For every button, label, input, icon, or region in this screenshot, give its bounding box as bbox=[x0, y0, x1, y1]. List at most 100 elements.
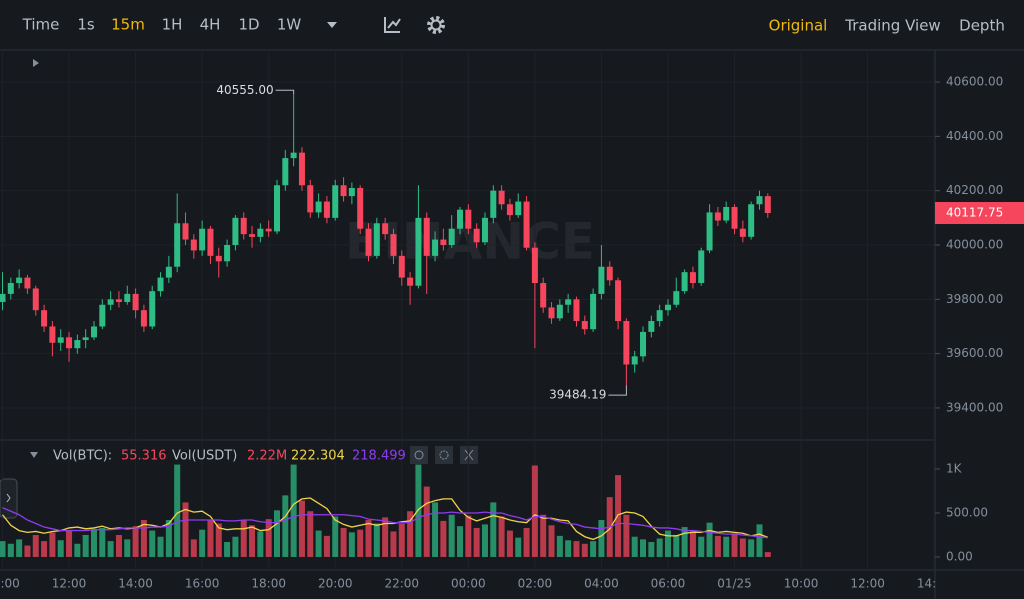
candle-body bbox=[565, 299, 572, 305]
volume-bar bbox=[90, 528, 97, 557]
candle-body bbox=[739, 228, 746, 237]
candle-body bbox=[706, 212, 713, 251]
candle-body bbox=[573, 299, 580, 322]
volume-bar bbox=[115, 534, 122, 557]
volume-toggle[interactable] bbox=[30, 452, 38, 458]
volume-bar bbox=[615, 475, 622, 557]
candle-body bbox=[124, 293, 131, 303]
candle-body bbox=[598, 266, 605, 294]
legend-label: Vol(BTC): bbox=[53, 449, 112, 464]
candle-body bbox=[490, 190, 497, 218]
candle-body bbox=[215, 255, 222, 262]
candle-body bbox=[698, 250, 705, 284]
volume-bar bbox=[232, 536, 239, 557]
candle-body bbox=[590, 293, 597, 330]
candle-body bbox=[723, 206, 730, 221]
candle-body bbox=[265, 228, 272, 232]
candle-body bbox=[465, 209, 472, 229]
candle-body bbox=[448, 228, 455, 245]
volume-bar bbox=[323, 535, 330, 557]
dropdown-icon[interactable] bbox=[327, 22, 337, 28]
volume-bar bbox=[274, 510, 281, 557]
candle-body bbox=[764, 196, 771, 214]
volume-bar bbox=[265, 519, 272, 557]
volume-bar bbox=[432, 502, 439, 557]
annotation-label: 40555.00 bbox=[216, 83, 273, 97]
volume-bar bbox=[698, 536, 705, 557]
indicator-icon[interactable] bbox=[384, 17, 401, 33]
volume-bar bbox=[548, 525, 555, 557]
volume-bar bbox=[307, 511, 314, 557]
view-button[interactable]: Depth bbox=[959, 17, 1005, 35]
candle-body bbox=[307, 185, 314, 213]
volume-bar bbox=[32, 534, 39, 557]
volume-bar bbox=[415, 464, 422, 557]
y-tick-label: 39800.00 bbox=[946, 292, 1003, 306]
interval-button[interactable]: 1D bbox=[238, 16, 259, 34]
volume-bar bbox=[581, 543, 588, 557]
candle-body bbox=[82, 337, 89, 341]
volume-bar bbox=[440, 520, 447, 557]
interval-button[interactable]: 1W bbox=[277, 16, 302, 34]
last-price-tag bbox=[935, 202, 1024, 225]
volume-bar bbox=[7, 543, 14, 557]
volume-bar bbox=[706, 522, 713, 557]
candle-body bbox=[714, 212, 721, 221]
last-price-label: 40117.75 bbox=[946, 206, 1003, 220]
volume-bar bbox=[49, 532, 56, 557]
legend-buttons[interactable] bbox=[410, 446, 478, 464]
interval-button[interactable]: Time bbox=[22, 16, 60, 34]
volume-bar bbox=[24, 545, 31, 557]
volume-bar bbox=[640, 539, 647, 557]
legend-value: 55.316 bbox=[121, 449, 167, 464]
candle-body bbox=[57, 337, 64, 343]
candle-body bbox=[423, 217, 430, 256]
candle-body bbox=[174, 223, 181, 267]
volume-bar bbox=[731, 533, 738, 557]
view-button[interactable]: Original bbox=[769, 17, 828, 35]
volume-bar bbox=[664, 530, 671, 557]
volume-bar bbox=[124, 539, 131, 557]
candle-body bbox=[656, 310, 663, 322]
candle-body bbox=[182, 223, 189, 240]
interval-button[interactable]: 1H bbox=[162, 16, 183, 34]
candle-body bbox=[390, 234, 397, 256]
candle-body bbox=[257, 228, 264, 237]
y-tick-label: 500.00 bbox=[946, 505, 988, 519]
candle-body bbox=[731, 206, 738, 229]
candle-body bbox=[232, 217, 239, 245]
view-button[interactable]: Trading View bbox=[844, 17, 940, 35]
volume-bar bbox=[0, 541, 6, 557]
candle-body bbox=[506, 204, 513, 216]
legend-value: 2.22M bbox=[247, 449, 287, 464]
candle-body bbox=[41, 310, 48, 327]
interval-button[interactable]: 15m bbox=[111, 16, 145, 34]
volume-bar bbox=[448, 514, 455, 557]
candle-body bbox=[90, 326, 97, 338]
y-tick-label: 0.00 bbox=[946, 549, 973, 563]
volume-bar bbox=[298, 500, 305, 557]
volume-bar bbox=[207, 520, 214, 557]
volume-bar bbox=[165, 520, 172, 557]
candle-body bbox=[24, 277, 31, 289]
settings-icon[interactable] bbox=[427, 16, 445, 34]
candle-body bbox=[140, 310, 147, 327]
interval-button[interactable]: 4H bbox=[200, 16, 221, 34]
volume-bar bbox=[490, 502, 497, 557]
candle-body bbox=[473, 228, 480, 243]
volume-bar bbox=[382, 517, 389, 557]
volume-bar bbox=[573, 541, 580, 557]
candle-body bbox=[298, 152, 305, 186]
candle-body bbox=[373, 223, 380, 256]
interval-button[interactable]: 1s bbox=[77, 16, 95, 34]
candle-body bbox=[249, 234, 256, 237]
candle-body bbox=[673, 291, 680, 305]
candle-body bbox=[365, 228, 372, 256]
collapse-icon[interactable] bbox=[33, 59, 39, 67]
candle-body bbox=[548, 307, 555, 319]
volume-bar bbox=[66, 530, 73, 557]
candle-body bbox=[199, 228, 206, 251]
volume-bar bbox=[681, 527, 688, 557]
candle-body bbox=[531, 247, 538, 284]
plot-area: 10:00 12:00 14:00 16:00 18:00 20:00 22:00 00:00… bbox=[0, 50, 935, 591]
